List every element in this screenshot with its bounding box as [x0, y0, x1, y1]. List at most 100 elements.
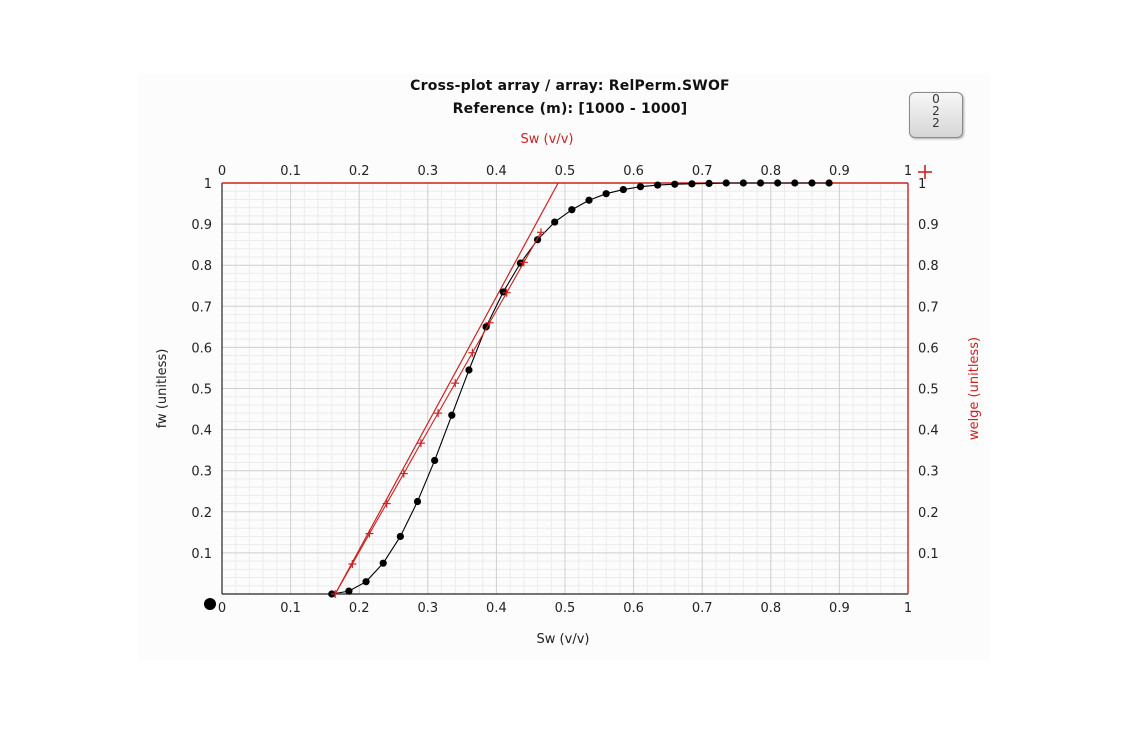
- y-tick-label: 0.8: [191, 259, 212, 274]
- data-point: [636, 183, 645, 191]
- data-point: [468, 348, 477, 357]
- legend-box[interactable]: 0 2 2: [909, 92, 963, 138]
- chart-panel: [138, 74, 990, 660]
- right-y-tick-label: 0.1: [918, 547, 939, 562]
- right-y-tick-label: 0.5: [918, 383, 939, 398]
- y-tick-label: 0.3: [191, 465, 212, 480]
- y-tick-label: 0.4: [191, 424, 212, 439]
- data-point: [791, 179, 799, 187]
- red-plus-marker: [918, 165, 932, 179]
- data-point: [348, 559, 357, 568]
- data-point: [705, 179, 713, 188]
- right-y-tick-label: 0.2: [918, 506, 939, 521]
- x-tick-label: 0: [218, 601, 226, 616]
- right-y-tick-label: 0.8: [918, 259, 939, 274]
- data-point: [808, 179, 816, 187]
- data-point: [451, 379, 460, 388]
- x-tick-label: 0.1: [280, 601, 301, 616]
- data-point: [756, 179, 765, 187]
- y-tick-label: 0.5: [191, 383, 212, 398]
- legend-item: 0: [932, 92, 940, 106]
- data-point: [345, 587, 353, 595]
- y-tick-label: 0.9: [191, 218, 212, 233]
- right-y-tick-label: 0.4: [918, 424, 939, 439]
- y-tick-label: 0.1: [191, 547, 212, 562]
- top-x-tick-label: 0.4: [486, 164, 507, 179]
- x-tick-label: 0.6: [623, 601, 644, 616]
- axis-labels: Sw (v/v) Sw (v/v) fw (unitless) welge (u…: [155, 132, 982, 647]
- top-x-tick-label: 1: [904, 164, 912, 179]
- data-point: [485, 318, 494, 327]
- top-x-tick-label: 0.8: [760, 164, 781, 179]
- y-tick-label: 1: [204, 177, 212, 192]
- x-tick-label: 0.3: [417, 601, 438, 616]
- data-point: [536, 228, 545, 237]
- data-point: [431, 456, 439, 465]
- data-point: [688, 180, 696, 188]
- x-tick-label: 0.7: [692, 601, 713, 616]
- data-point: [671, 180, 679, 188]
- data-point: [568, 206, 576, 214]
- y-axis-label: fw (unitless): [155, 349, 170, 429]
- y-tick-label: 0.2: [191, 506, 212, 521]
- origin-marker: [204, 598, 216, 610]
- data-point: [722, 179, 730, 187]
- data-point: [434, 409, 443, 418]
- top-x-tick-label: 0.2: [349, 164, 370, 179]
- major-grid: [222, 183, 908, 594]
- data-point: [382, 499, 391, 508]
- y-tick-label: 0.6: [191, 341, 212, 356]
- x-tick-label: 0.5: [555, 601, 576, 616]
- right-y-tick-label: 0.6: [918, 341, 939, 356]
- data-point: [365, 529, 374, 538]
- chart-title: Cross-plot array / array: RelPerm.SWOF: [410, 78, 730, 94]
- series: [204, 165, 932, 610]
- data-point: [465, 366, 473, 374]
- x-tick-label: 0.9: [829, 601, 850, 616]
- chart-subtitle: Reference (m): [1000 - 1000]: [452, 101, 688, 117]
- right-y-axis-label: welge (unitless): [967, 337, 982, 440]
- data-point: [416, 439, 425, 448]
- data-point: [519, 258, 528, 267]
- data-point: [331, 590, 340, 598]
- legend-item: 2: [932, 116, 940, 130]
- top-x-tick-label: 0: [218, 164, 226, 179]
- x-tick-label: 0.4: [486, 601, 507, 616]
- y-tick-label: 0.7: [191, 300, 212, 315]
- legend-item: 2: [932, 104, 940, 118]
- data-point: [396, 532, 404, 541]
- top-x-tick-label: 0.6: [623, 164, 644, 179]
- top-x-tick-label: 0.7: [692, 164, 713, 179]
- data-point: [585, 196, 593, 204]
- data-point: [399, 469, 408, 478]
- top-x-axis-label: Sw (v/v): [521, 132, 574, 147]
- data-point: [739, 179, 747, 187]
- data-point: [602, 190, 610, 198]
- x-tick-label: 1: [904, 601, 912, 616]
- top-x-tick-label: 0.5: [555, 164, 576, 179]
- data-point: [413, 497, 422, 506]
- top-x-tick-label: 0.9: [829, 164, 850, 179]
- data-point: [654, 181, 662, 189]
- x-tick-label: 0.8: [760, 601, 781, 616]
- data-point: [825, 179, 833, 187]
- data-point: [379, 559, 387, 567]
- x-axis-label: Sw (v/v): [537, 632, 590, 647]
- data-point: [619, 185, 627, 194]
- top-x-tick-label: 0.3: [417, 164, 438, 179]
- x-tick-label: 0.2: [349, 601, 370, 616]
- right-y-tick-label: 0.9: [918, 218, 939, 233]
- data-point: [362, 578, 370, 586]
- tick-labels: 0 0 0.1 0.1 0.2 0.2 0.3 0.3 0.4 0.4 0.5 0.5 0.6 0.6 0.…: [191, 164, 938, 616]
- right-y-tick-label: 1: [918, 177, 926, 192]
- right-y-tick-label: 0.3: [918, 465, 939, 480]
- data-point: [448, 411, 456, 419]
- tangent-line: [334, 182, 559, 595]
- data-point: [499, 288, 507, 296]
- top-x-tick-label: 0.1: [280, 164, 301, 179]
- right-y-tick-label: 0.7: [918, 300, 939, 315]
- data-point: [551, 218, 559, 226]
- data-point: [502, 288, 511, 297]
- data-point: [774, 179, 782, 187]
